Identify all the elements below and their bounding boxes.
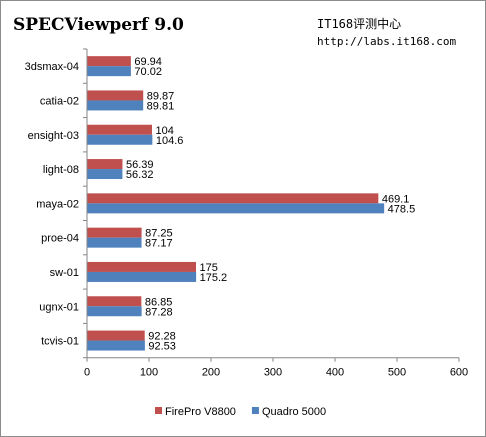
data-label: 92.28 — [148, 331, 176, 343]
data-label: 175 — [200, 262, 218, 274]
legend-label: FirePro V8800 — [165, 406, 236, 418]
bar-quadro — [87, 306, 142, 317]
bar-firepro — [87, 124, 152, 135]
x-axis: 0 100 200 300 400 500 600 — [84, 357, 468, 379]
bar-firepro — [87, 296, 142, 307]
bar-firepro — [87, 159, 123, 170]
bar-quadro — [87, 340, 145, 351]
bar-firepro — [87, 330, 145, 341]
data-label: 89.87 — [147, 90, 175, 102]
data-label: 87.17 — [145, 238, 173, 250]
data-label: 104.6 — [156, 135, 184, 147]
category-label: maya-02 — [36, 198, 79, 210]
category-label: sw-01 — [50, 267, 79, 279]
data-label: 56.39 — [126, 159, 154, 171]
data-label: 87.28 — [145, 306, 173, 318]
data-label: 478.5 — [388, 203, 416, 215]
bar-quadro — [87, 66, 131, 77]
legend-label: Quadro 5000 — [262, 406, 326, 418]
data-label: 89.81 — [147, 100, 175, 112]
category-label: light-08 — [43, 164, 79, 176]
x-tick-label: 0 — [84, 367, 90, 379]
x-tick-label: 100 — [140, 367, 158, 379]
bar-firepro — [87, 227, 142, 238]
data-label: 87.25 — [145, 228, 173, 240]
x-tick-label: 600 — [450, 367, 468, 379]
bar-quadro — [87, 169, 123, 180]
x-tick-label: 500 — [388, 367, 406, 379]
bar-quadro — [87, 237, 142, 248]
legend-swatch-firepro — [155, 407, 162, 414]
y-axis: 3dsmax-04 catia-02 ensight-03 light-08 maya-… — [25, 48, 88, 359]
data-label: 86.85 — [145, 296, 173, 308]
x-tick-label: 400 — [326, 367, 344, 379]
bar-quadro — [87, 100, 144, 111]
legend-swatch-quadro — [251, 407, 259, 414]
data-label: 69.94 — [134, 56, 162, 68]
category-label: proe-04 — [41, 233, 79, 245]
data-label: 56.32 — [126, 169, 154, 181]
bar-quadro — [87, 203, 385, 214]
data-label: 175.2 — [200, 272, 228, 284]
category-label: ugnx-01 — [39, 301, 79, 313]
data-label: 104 — [155, 125, 173, 137]
bar-firepro — [87, 193, 379, 204]
category-label: ensight-03 — [28, 130, 79, 142]
chart-title: SPECViewperf 9.0 — [13, 15, 184, 35]
x-tick-label: 200 — [202, 367, 220, 379]
data-label: 70.02 — [134, 66, 162, 78]
watermark-site-name: IT168评测中心 — [317, 17, 402, 31]
category-label: tcvis-01 — [41, 336, 79, 348]
bar-quadro — [87, 271, 197, 282]
bar-firepro — [87, 56, 131, 67]
x-tick-label: 300 — [264, 367, 282, 379]
bar-firepro — [87, 261, 196, 272]
bar-firepro — [87, 90, 144, 101]
bar-quadro — [87, 134, 153, 145]
category-label: catia-02 — [40, 95, 79, 107]
bars-group — [87, 56, 385, 351]
data-label: 92.53 — [148, 341, 176, 353]
data-label: 469.1 — [382, 193, 410, 205]
legend: FirePro V8800 Quadro 5000 — [155, 406, 326, 418]
watermark-url: http://labs.it168.com — [317, 35, 457, 48]
category-label: 3dsmax-04 — [25, 61, 79, 73]
